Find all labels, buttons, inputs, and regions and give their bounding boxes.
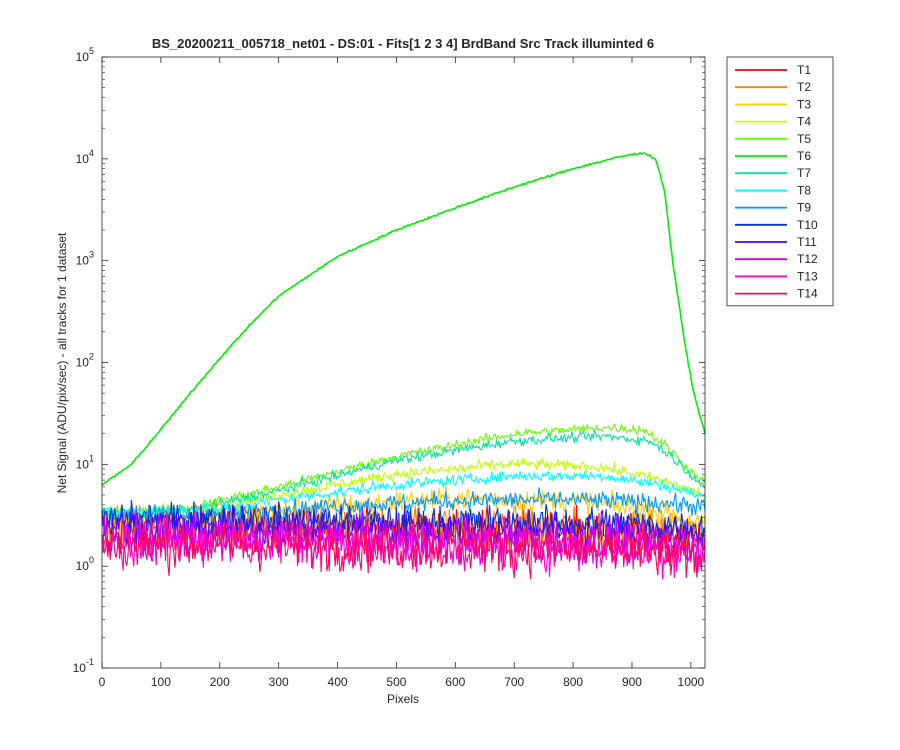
x-tick-label: 500 bbox=[386, 675, 406, 689]
x-tick-label: 900 bbox=[622, 675, 642, 689]
legend-label-t6: T6 bbox=[797, 149, 811, 163]
x-tick-label: 800 bbox=[563, 675, 583, 689]
legend-label-t13: T13 bbox=[797, 269, 818, 283]
legend-label-t11: T11 bbox=[797, 235, 817, 249]
series-line-t6 bbox=[101, 151, 706, 487]
legend-label-t9: T9 bbox=[797, 201, 811, 215]
series-line-t7 bbox=[101, 428, 706, 521]
chart-title: BS_20200211_005718_net01 - DS:01 - Fits[… bbox=[152, 36, 654, 51]
legend-label-t7: T7 bbox=[797, 166, 811, 180]
y-axis: 10-1 100 101 102 103 104 105 bbox=[73, 46, 705, 675]
x-tick-label: 1000 bbox=[678, 675, 705, 689]
legend-label-t5: T5 bbox=[797, 132, 811, 146]
legend-label-t2: T2 bbox=[797, 80, 811, 94]
series-line-t13 bbox=[101, 510, 706, 580]
x-tick-label: 700 bbox=[504, 675, 524, 689]
series-line-t8 bbox=[101, 470, 706, 518]
legend-label-t3: T3 bbox=[797, 97, 811, 111]
y-axis-label: Net Signal (ADU/pix/sec) - all tracks fo… bbox=[55, 232, 69, 493]
y-tick-label: 102 bbox=[76, 352, 94, 370]
y-tick-label: 105 bbox=[76, 46, 94, 64]
plot-area bbox=[101, 56, 706, 669]
plot-background bbox=[102, 57, 705, 668]
legend-label-t4: T4 bbox=[797, 115, 811, 129]
series-line-t1 bbox=[101, 503, 706, 556]
x-tick-label: 0 bbox=[99, 675, 106, 689]
x-tick-label: 600 bbox=[445, 675, 465, 689]
legend-label-t1: T1 bbox=[797, 63, 811, 77]
legend-label-t12: T12 bbox=[797, 252, 818, 266]
x-tick-label: 300 bbox=[269, 675, 289, 689]
x-tick-label: 100 bbox=[151, 675, 171, 689]
x-tick-label: 200 bbox=[210, 675, 230, 689]
series-line-t14 bbox=[101, 516, 706, 580]
y-tick-label: 104 bbox=[76, 148, 94, 166]
legend-box bbox=[726, 56, 834, 307]
x-tick-label: 400 bbox=[328, 675, 348, 689]
x-axis: 0 100 200 300 400 500 600 700 800 900 1000 bbox=[99, 57, 705, 689]
y-tick-label: 101 bbox=[76, 453, 94, 471]
legend-label-t8: T8 bbox=[797, 183, 811, 197]
legend: T1 T2 T3 T4 T5 T6 T7 T8 T9 T10 T11 T12 T13 T14 bbox=[726, 56, 834, 307]
legend-label-t10: T10 bbox=[797, 218, 818, 232]
x-axis-label: Pixels bbox=[387, 692, 419, 706]
legend-label-t14: T14 bbox=[797, 287, 818, 301]
y-tick-label: 10-1 bbox=[73, 657, 94, 675]
y-tick-label: 103 bbox=[76, 250, 94, 268]
y-tick-label: 100 bbox=[76, 555, 94, 573]
